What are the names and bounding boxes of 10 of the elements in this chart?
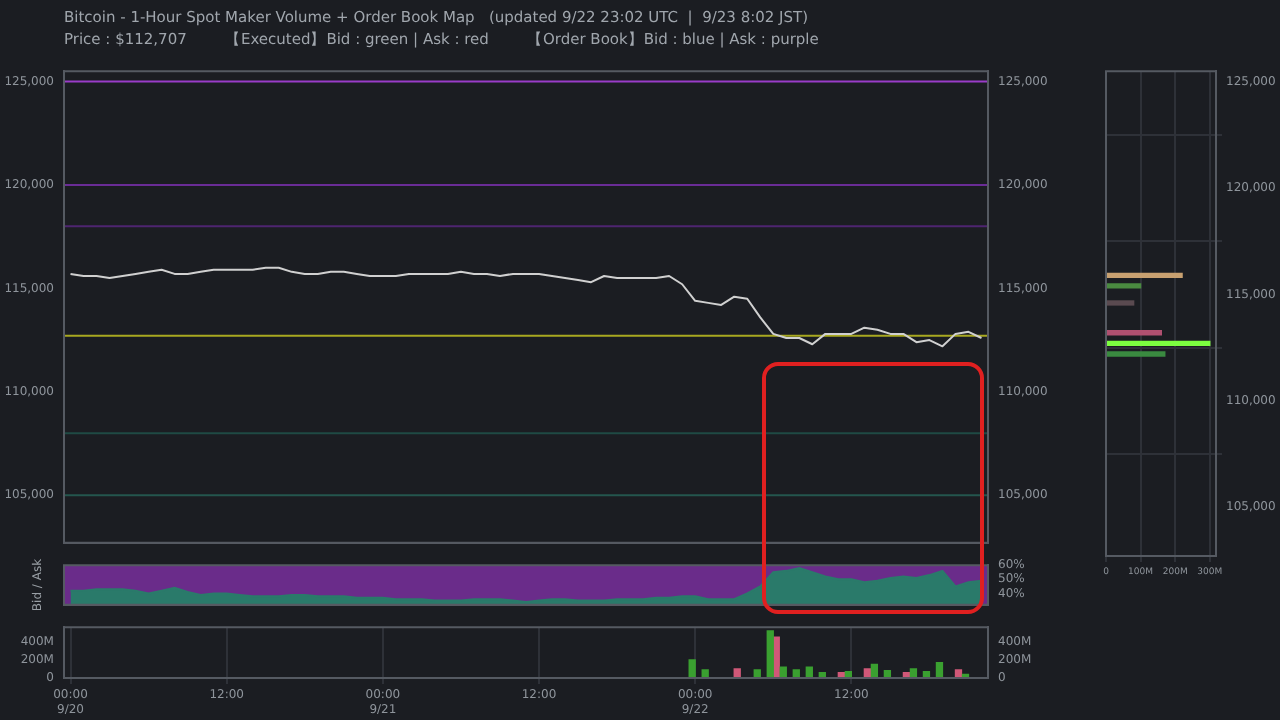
bar bbox=[766, 630, 774, 678]
bar bbox=[1106, 340, 1211, 347]
bar bbox=[805, 666, 813, 678]
bar bbox=[1106, 330, 1163, 336]
bar bbox=[1106, 283, 1142, 289]
bar bbox=[1106, 351, 1166, 357]
bar bbox=[779, 666, 787, 678]
bar bbox=[688, 659, 696, 678]
bar bbox=[1106, 300, 1135, 306]
bar bbox=[1106, 272, 1183, 278]
